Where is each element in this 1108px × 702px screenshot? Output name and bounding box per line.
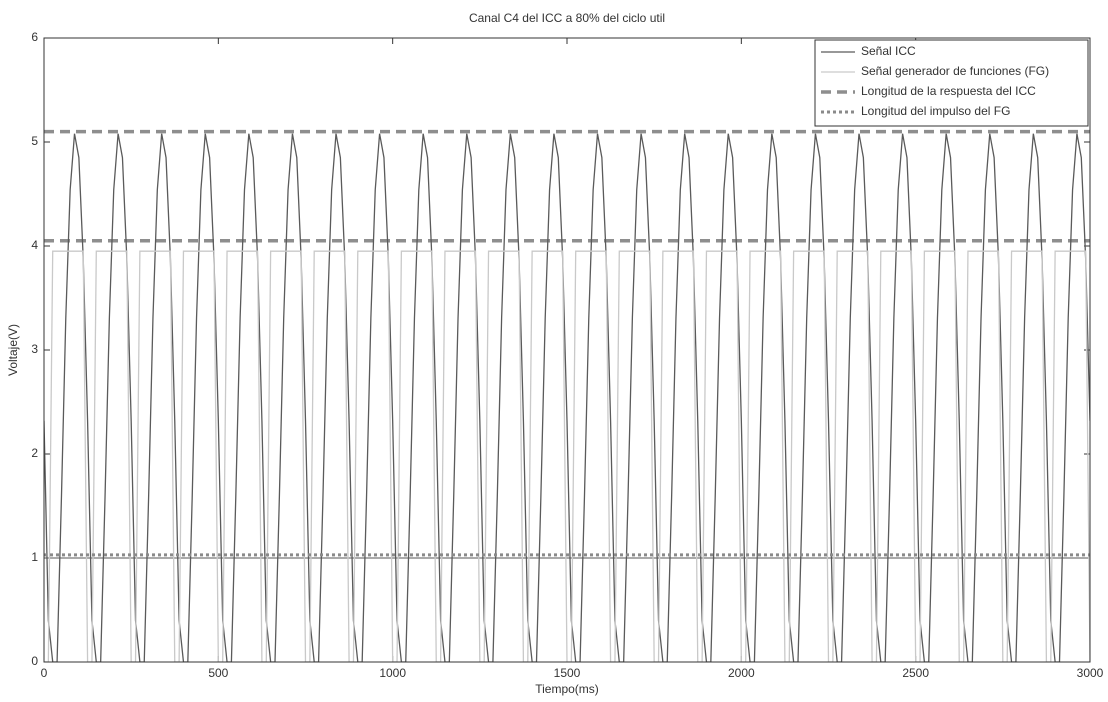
series-line (44, 133, 1090, 662)
legend-label: Señal generador de funciones (FG) (861, 64, 1049, 78)
legend-label: Longitud del impulso del FG (861, 104, 1010, 118)
y-tick-label: 4 (31, 238, 38, 252)
legend-label: Señal ICC (861, 44, 916, 58)
x-tick-label: 1500 (554, 666, 581, 680)
x-tick-label: 2000 (728, 666, 755, 680)
chart-title: Canal C4 del ICC a 80% del ciclo util (469, 11, 665, 25)
x-tick-label: 1000 (379, 666, 406, 680)
x-tick-label: 2500 (902, 666, 929, 680)
x-tick-label: 3000 (1077, 666, 1104, 680)
y-tick-label: 5 (31, 134, 38, 148)
legend-box (814, 39, 1089, 127)
x-tick-label: 0 (41, 666, 48, 680)
y-tick-label: 3 (31, 342, 38, 356)
y-tick-label: 1 (31, 550, 38, 564)
x-axis-label: Tiempo(ms) (535, 682, 599, 696)
y-tick-label: 6 (31, 30, 38, 44)
legend-label: Longitud de la respuesta del ICC (861, 84, 1036, 98)
y-tick-label: 2 (31, 446, 38, 460)
y-tick-label: 0 (31, 654, 38, 668)
x-tick-label: 500 (208, 666, 228, 680)
axes-frame (43, 37, 1091, 663)
y-axis-label: Voltaje(V) (6, 324, 20, 376)
plot-lines (44, 129, 1090, 662)
